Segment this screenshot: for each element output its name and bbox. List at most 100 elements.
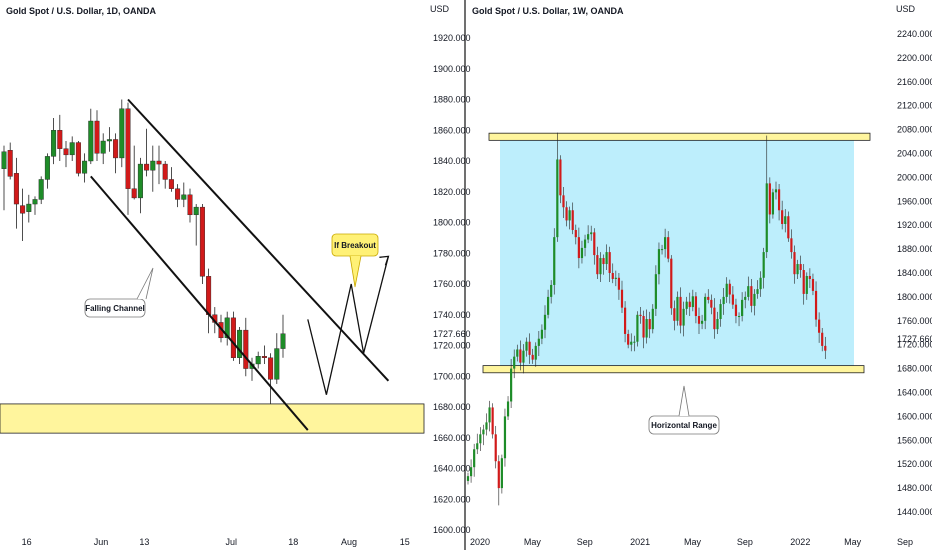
left-chart-panel: Gold Spot / U.S. Dollar, 1D, OANDA USD 1… [0,4,471,547]
candle [777,183,781,221]
candle [713,298,716,339]
left-candles [1,99,286,404]
candle [51,117,57,165]
candle [100,133,106,165]
candle [741,292,744,322]
left-y-tick: 1760.000 [433,279,471,289]
left-y-tick: 1920.000 [433,33,471,43]
candle [516,344,519,362]
left-y-tick: 1680.000 [433,402,471,412]
candle [274,333,280,384]
candle [599,252,602,282]
candle [756,280,759,299]
right-candles [466,132,827,506]
candle [280,314,286,358]
candle [774,181,778,200]
channel-lower-line [90,175,309,431]
candle [131,145,137,200]
candle [627,329,630,349]
candle [546,289,550,319]
candle [562,186,565,219]
candle [725,277,728,303]
right-y-tick: 1760.000 [897,316,932,326]
candle [676,291,679,326]
candle [550,280,553,304]
candle [237,327,243,364]
right-y-tick: 2040.000 [897,149,932,159]
candle [642,310,645,349]
candle [750,278,753,313]
candle [799,255,802,278]
candle [587,225,590,244]
candle [808,268,811,288]
candle [623,301,627,343]
left-y-tick: 1900.000 [433,64,471,74]
candle [479,427,482,452]
candle [534,342,537,367]
left-y-tick: 1640.000 [433,464,471,474]
right-x-tick: 2022 [790,537,810,547]
candle [44,153,50,189]
candle [580,240,584,264]
candle [88,108,94,165]
right-y-tick: 1800.000 [897,292,932,302]
candle [261,345,267,364]
candle [620,280,624,314]
candle [747,276,750,301]
right-chart-panel: Gold Spot / U.S. Dollar, 1W, OANDA USD 2… [466,4,932,547]
candle [744,291,747,309]
right-x-tick: Sep [737,537,753,547]
candle [719,299,722,327]
candle [506,396,510,420]
candle [630,333,633,352]
candle [593,228,596,265]
candle [574,224,577,245]
candle [206,268,212,334]
candle [38,176,44,205]
horizontal-range-callout: Horizontal Range [648,385,720,435]
candle [13,157,19,229]
candle [137,157,143,214]
candle [824,336,827,360]
candle [556,132,559,242]
candle [636,311,639,347]
candle [611,263,614,284]
candle [645,309,648,344]
left-x-tick: 16 [22,537,32,547]
candle [639,307,642,324]
support-zone-rect [0,403,425,434]
candle [654,265,657,317]
right-last-price: 1727.660 [897,334,932,344]
candle [1,145,7,211]
candle [543,305,547,339]
candle [199,204,205,284]
candle [583,234,587,257]
left-x-tick: 18 [288,537,298,547]
left-y-axis: 1920.000 1900.000 1880.000 1860.000 1840.000… [433,33,471,535]
candle [522,344,525,374]
candle [503,408,507,467]
candle [571,202,574,235]
candle [694,292,698,324]
right-y-tick: 2120.000 [897,101,932,111]
left-y-tick: 1780.000 [433,248,471,258]
candle [704,293,707,330]
right-y-tick: 1480.000 [897,483,932,493]
right-x-tick: Sep [897,537,913,547]
left-x-tick: 13 [139,537,149,547]
candle [697,307,701,334]
candle [731,286,734,309]
candle [63,141,69,168]
candle [651,304,654,334]
range-fill [500,140,854,366]
candle [497,455,500,506]
candle [633,335,636,352]
projection-arrowhead [379,255,390,266]
candle [688,292,691,317]
candle [255,351,261,369]
candle [113,133,119,174]
right-x-tick: 2021 [630,537,650,547]
candle [224,311,230,346]
candle [793,245,796,284]
left-y-tick: 1800.000 [433,218,471,228]
